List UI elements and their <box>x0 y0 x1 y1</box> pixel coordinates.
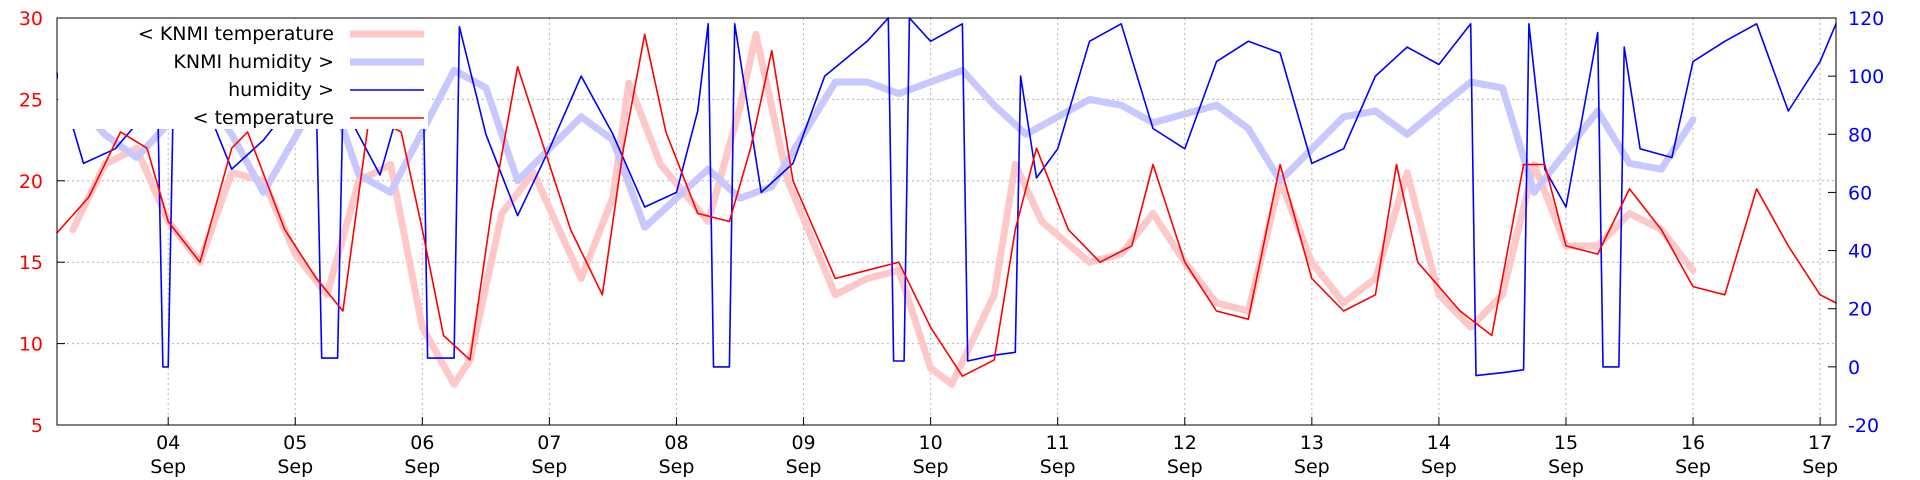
x-tick-month: Sep <box>1548 456 1584 478</box>
left-tick-label: 15 <box>19 252 43 274</box>
right-tick-label: 20 <box>1848 299 1872 321</box>
legend-label-3: < temperature <box>193 107 334 129</box>
left-tick-label: 25 <box>19 89 43 111</box>
legend: < KNMI temperature KNMI humidity > humidit… <box>58 19 428 129</box>
x-tick-month: Sep <box>659 456 695 478</box>
right-tick-label: 40 <box>1848 241 1872 263</box>
left-tick-label: 5 <box>31 415 43 437</box>
x-tick-day: 11 <box>1046 432 1070 454</box>
x-tick-month: Sep <box>1421 456 1457 478</box>
x-axis-dates: 04Sep05Sep06Sep07Sep08Sep09Sep10Sep11Sep… <box>150 417 1838 478</box>
x-tick-day: 15 <box>1554 432 1578 454</box>
right-tick-label: 60 <box>1848 182 1872 204</box>
x-tick-month: Sep <box>404 456 440 478</box>
x-tick-day: 08 <box>664 432 688 454</box>
x-tick-month: Sep <box>1294 456 1330 478</box>
right-axis-humidity: -20 0 20 40 60 80 100 120 <box>1828 8 1884 437</box>
x-tick-day: 05 <box>283 432 307 454</box>
x-tick-day: 06 <box>410 432 434 454</box>
legend-label-0: < KNMI temperature <box>138 23 334 45</box>
x-tick-day: 17 <box>1808 432 1832 454</box>
x-tick-month: Sep <box>1675 456 1711 478</box>
series-line-3 <box>56 33 1837 378</box>
plot-frame <box>56 17 1837 426</box>
left-tick-label: 10 <box>19 334 43 356</box>
x-tick-month: Sep <box>1040 456 1076 478</box>
x-tick-day: 04 <box>156 432 180 454</box>
right-tick-label: -20 <box>1848 415 1879 437</box>
legend-label-1: KNMI humidity > <box>173 51 334 73</box>
x-tick-day: 16 <box>1681 432 1705 454</box>
series-line-0 <box>69 30 1697 388</box>
x-tick-day: 14 <box>1427 432 1451 454</box>
x-tick-day: 13 <box>1300 432 1324 454</box>
x-tick-month: Sep <box>913 456 949 478</box>
x-tick-day: 09 <box>791 432 815 454</box>
x-tick-month: Sep <box>150 456 186 478</box>
x-tick-month: Sep <box>1167 456 1203 478</box>
x-tick-month: Sep <box>1802 456 1838 478</box>
right-tick-label: 0 <box>1848 357 1860 379</box>
legend-label-2: humidity > <box>228 79 334 101</box>
x-tick-day: 07 <box>537 432 561 454</box>
right-tick-label: 120 <box>1848 8 1884 30</box>
x-tick-month: Sep <box>531 456 567 478</box>
right-tick-label: 100 <box>1848 66 1884 88</box>
x-tick-month: Sep <box>786 456 822 478</box>
left-axis-temperature: 5 10 15 20 25 30 <box>19 8 65 437</box>
x-tick-day: 10 <box>919 432 943 454</box>
left-tick-label: 30 <box>19 8 43 30</box>
x-tick-month: Sep <box>277 456 313 478</box>
x-tick-day: 12 <box>1173 432 1197 454</box>
left-tick-label: 20 <box>19 171 43 193</box>
right-tick-label: 80 <box>1848 124 1872 146</box>
